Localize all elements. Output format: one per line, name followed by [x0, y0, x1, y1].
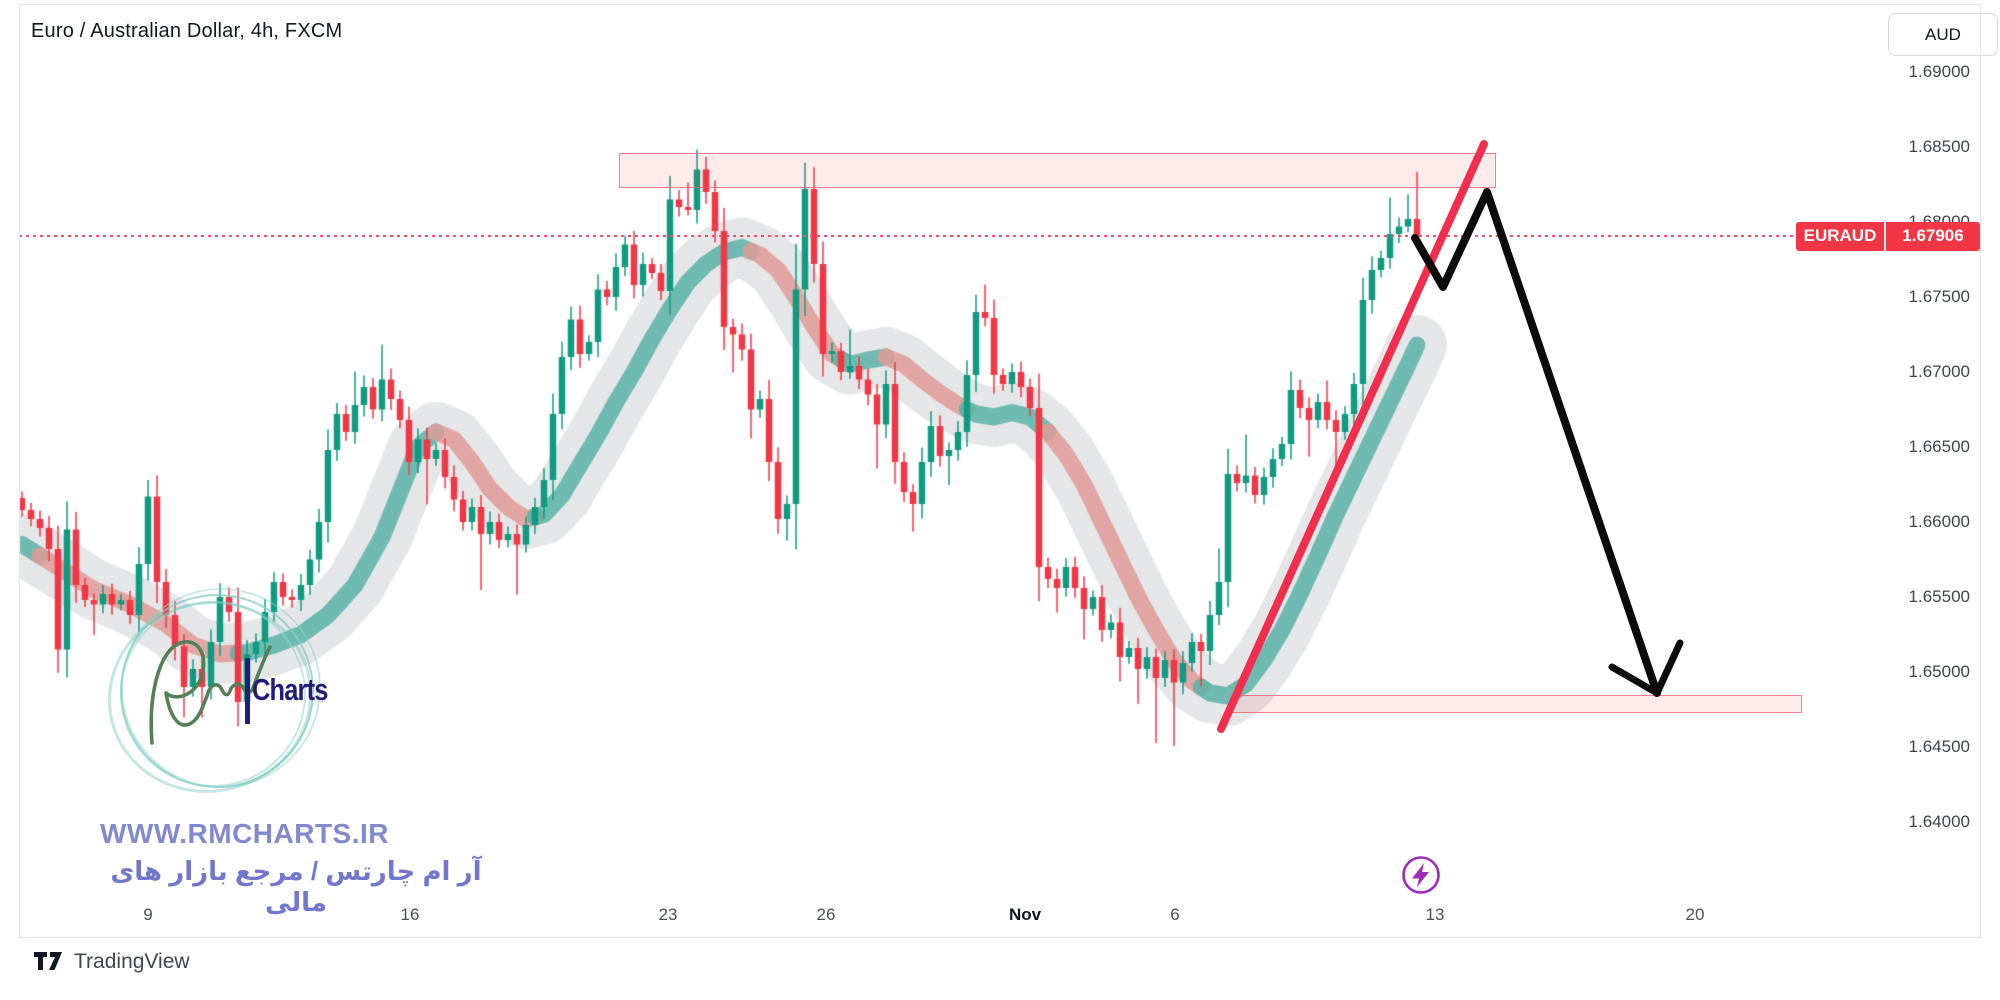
- currency-toggle-button[interactable]: AUD: [1888, 13, 1998, 56]
- time-tick-label: 13: [1425, 905, 1445, 924]
- price-tick-label: 1.66500: [1908, 437, 1970, 456]
- tradingview-logo[interactable]: TradingView: [34, 950, 190, 974]
- last-price-axis-label: EURAUD 1.67906: [1796, 221, 1980, 251]
- price-tick-label: 1.65500: [1908, 587, 1970, 606]
- watermark-url: WWW.RMCHARTS.IR: [100, 818, 390, 849]
- lightning-icon[interactable]: [1399, 853, 1443, 897]
- time-tick-label: 23: [658, 905, 678, 924]
- price-label-value: 1.67906: [1902, 226, 1964, 246]
- time-tick-label: 26: [816, 905, 836, 924]
- price-tick-label: 1.64500: [1908, 737, 1970, 756]
- time-tick-label: 9: [143, 905, 153, 924]
- tradingview-glyph-icon: [34, 952, 62, 970]
- time-tick-label: Nov: [1008, 905, 1042, 924]
- time-tick-label: 6: [1170, 905, 1180, 924]
- logo-divider-bar: [245, 658, 250, 724]
- price-tick-label: 1.67500: [1908, 287, 1970, 306]
- last-price-line: [19, 235, 1796, 238]
- time-tick-label: 20: [1685, 905, 1705, 924]
- tradingview-wordmark: TradingView: [74, 950, 190, 973]
- price-tick-label: 1.65000: [1908, 662, 1970, 681]
- price-label-symbol: EURAUD: [1796, 221, 1886, 251]
- price-tick-label: 1.68500: [1908, 137, 1970, 156]
- symbol-title[interactable]: Euro / Australian Dollar, 4h, FXCM: [31, 20, 343, 42]
- rmcharts-logo: [107, 588, 321, 793]
- demand-zone[interactable]: [1232, 694, 1802, 713]
- watermark-persian-text: آر ام چارتس / مرجع بازار های مالی: [110, 856, 482, 917]
- logo-wordmark: Charts: [252, 672, 328, 707]
- supply-zone[interactable]: [619, 153, 1496, 188]
- price-tick-label: 1.67000: [1908, 362, 1970, 381]
- time-tick-label: 16: [400, 905, 420, 924]
- price-tick-label: 1.69000: [1908, 62, 1970, 81]
- price-tick-label: 1.64000: [1908, 812, 1970, 831]
- price-tick-label: 1.66000: [1908, 512, 1970, 531]
- signature-squiggle: [149, 640, 272, 745]
